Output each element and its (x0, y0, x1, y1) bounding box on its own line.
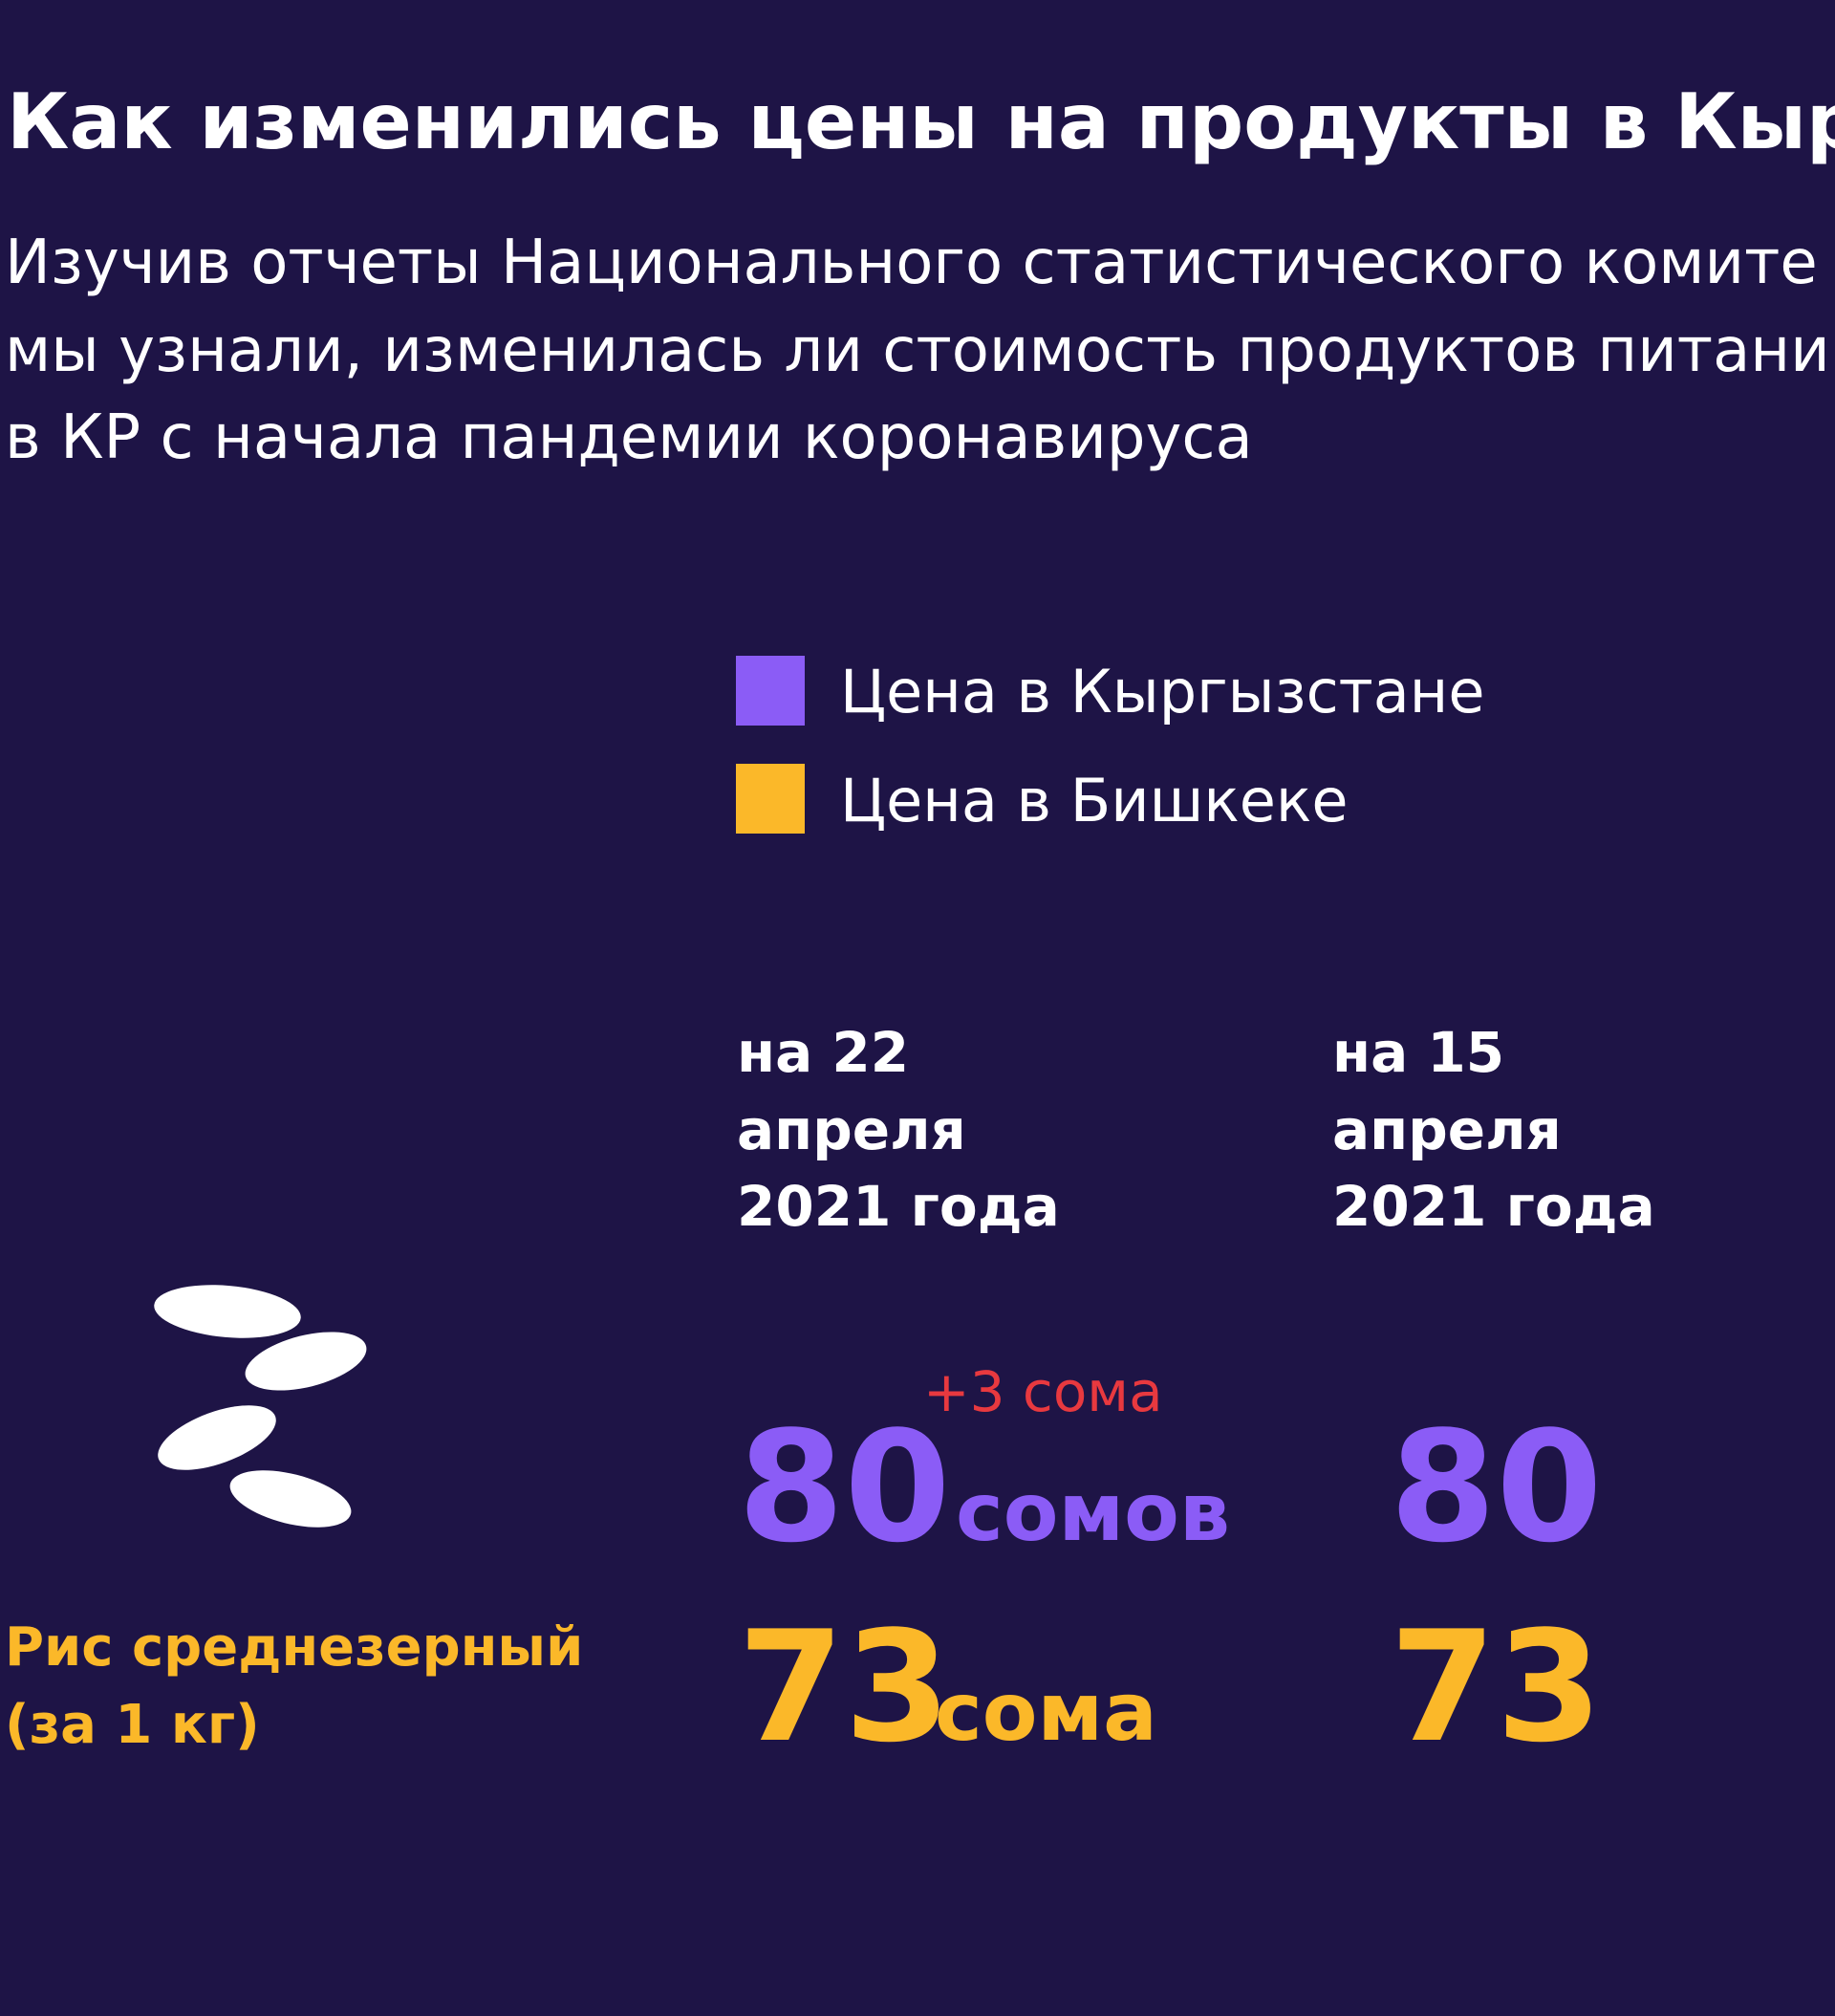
price: 73 (1390, 1597, 1603, 1776)
legend-swatch (736, 656, 805, 726)
column-header: апреля (737, 1097, 966, 1162)
rice-icon (154, 1285, 367, 1528)
column-header: 2021 года (737, 1174, 1060, 1239)
price: 80 (1390, 1398, 1603, 1576)
column-header: на 15 (1332, 1020, 1504, 1085)
legend-label: Цена в Бишкеке (840, 766, 1349, 835)
title: Как изменились цены на продукты в Кыр (7, 77, 1835, 166)
price-unit: сома (935, 1665, 1157, 1759)
legend-swatch (736, 764, 805, 834)
price: 73 (738, 1597, 951, 1776)
subtitle-line: Изучив отчеты Национального статистическ… (5, 228, 1818, 298)
change-label: +3 сома (923, 1359, 1163, 1424)
item-name: (за 1 кг) (5, 1694, 260, 1756)
item-name: Рис среднезерный (5, 1616, 583, 1679)
column-header: апреля (1332, 1097, 1562, 1162)
price: 80 (738, 1398, 951, 1576)
column-header: на 22 (737, 1020, 909, 1085)
subtitle-line: мы узнали, изменилась ли стоимость проду… (5, 315, 1830, 386)
column-header: 2021 года (1332, 1174, 1655, 1239)
legend-label: Цена в Кыргызстане (840, 657, 1484, 726)
subtitle-line: в КР с начала пандемии коронавируса (5, 402, 1253, 473)
price-unit: сомов (956, 1465, 1230, 1559)
